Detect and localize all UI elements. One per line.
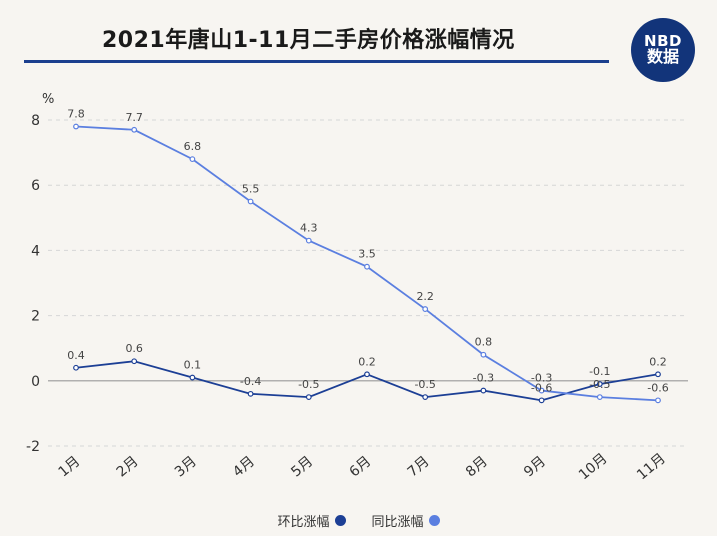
- data-point-yoy: [364, 263, 370, 270]
- y-tick-label: 8: [31, 113, 40, 129]
- data-label-mom: 0.2: [649, 355, 667, 368]
- x-tick-label: 10月: [576, 451, 611, 484]
- data-point-yoy: [480, 351, 487, 358]
- x-tick-label: 11月: [634, 451, 669, 484]
- data-point-mom: [480, 387, 487, 394]
- title-underline: [24, 60, 609, 63]
- legend-marker-yoy: [428, 515, 440, 526]
- data-label-yoy: -0.3: [531, 372, 552, 385]
- logo-text-data: 数据: [646, 47, 679, 67]
- data-point-mom: [422, 394, 429, 401]
- data-label-yoy: 7.7: [125, 111, 143, 124]
- data-label-mom: -0.5: [298, 378, 319, 391]
- data-label-mom: 0.6: [125, 342, 143, 355]
- y-tick-label: 4: [31, 243, 40, 259]
- data-point-mom: [364, 371, 370, 378]
- data-labels: 0.40.60.1-0.4 -0.50.2-0.5-0.3-0.6-0.10.27…: [67, 108, 668, 395]
- data-point-yoy: [189, 156, 196, 163]
- y-tick-label: 6: [31, 178, 40, 194]
- data-point-mom: [655, 371, 661, 378]
- data-point-yoy: [655, 397, 661, 404]
- data-label-yoy: -0.6: [647, 381, 668, 394]
- data-label-yoy: 4.3: [300, 222, 318, 235]
- x-tick-label: 9月: [521, 453, 549, 480]
- y-tick-label: 2: [31, 309, 40, 325]
- nbd-logo: NBD 数据: [631, 18, 695, 82]
- axes: -2 0 2 4 6 8% 1月 2月 3月 4月 5月 6月 7月 8月 9月 10月 11月: [26, 92, 688, 483]
- data-label-mom: -0.6: [531, 381, 552, 394]
- x-tick-label: 5月: [288, 453, 316, 480]
- legend-label-yoy: 同比涨幅: [371, 515, 424, 530]
- y-axis-unit: %: [42, 92, 54, 107]
- logo-text-nbd: NBD: [644, 31, 682, 50]
- data-label-mom: 0.1: [184, 359, 202, 372]
- x-tick-label: 6月: [347, 453, 375, 480]
- y-tick-label: -2: [26, 439, 40, 455]
- data-label-yoy: 5.5: [242, 183, 260, 196]
- series-lines: [73, 123, 661, 404]
- data-point-mom: [247, 390, 254, 397]
- chart-title: 2021年唐山1-11月二手房价格涨幅情况: [102, 28, 515, 53]
- data-point-yoy: [131, 126, 138, 133]
- x-tick-label: 8月: [463, 453, 491, 480]
- data-label-mom: 0.4: [67, 349, 85, 362]
- data-point-yoy: [73, 123, 79, 130]
- legend-marker-mom: [334, 515, 346, 526]
- data-label-yoy: 3.5: [358, 248, 376, 261]
- data-point-mom: [189, 374, 196, 381]
- data-point-yoy: [422, 306, 429, 312]
- data-point-yoy: [305, 237, 312, 244]
- data-point-mom: [596, 381, 603, 387]
- data-label-yoy: 7.8: [67, 108, 85, 121]
- x-tick-label: 1月: [56, 453, 84, 480]
- data-point-mom: [131, 358, 138, 365]
- data-label-mom: -0.1: [589, 365, 610, 378]
- data-point-mom: [538, 397, 545, 404]
- data-label-yoy: 6.8: [184, 140, 202, 153]
- data-label-yoy: -0.5: [589, 378, 610, 391]
- legend-item-mom[interactable]: 环比涨幅: [277, 511, 346, 530]
- data-label-mom: 0.2: [358, 355, 376, 368]
- x-tick-label: 3月: [172, 453, 200, 480]
- data-point-mom: [73, 364, 79, 371]
- data-label-mom: -0.3: [473, 372, 494, 385]
- data-label-yoy: 2.2: [416, 290, 434, 303]
- data-point-yoy: [538, 387, 545, 394]
- legend-label-mom: 环比涨幅: [277, 515, 330, 530]
- data-label-yoy: 0.8: [475, 336, 493, 349]
- x-tick-label: 4月: [230, 453, 258, 480]
- y-tick-label: 0: [31, 374, 40, 390]
- legend-item-yoy[interactable]: 同比涨幅: [372, 511, 440, 530]
- data-point-mom: [305, 394, 312, 401]
- x-tick-label: 7月: [405, 453, 433, 480]
- data-point-yoy: [596, 394, 603, 401]
- legend: 环比涨幅 同比涨幅: [0, 511, 717, 530]
- x-tick-label: 2月: [114, 453, 142, 480]
- data-label-mom: -0.5: [414, 378, 435, 391]
- data-point-yoy: [247, 198, 254, 205]
- grid-lines: [48, 119, 688, 447]
- data-label-mom: -0.4: [240, 375, 261, 388]
